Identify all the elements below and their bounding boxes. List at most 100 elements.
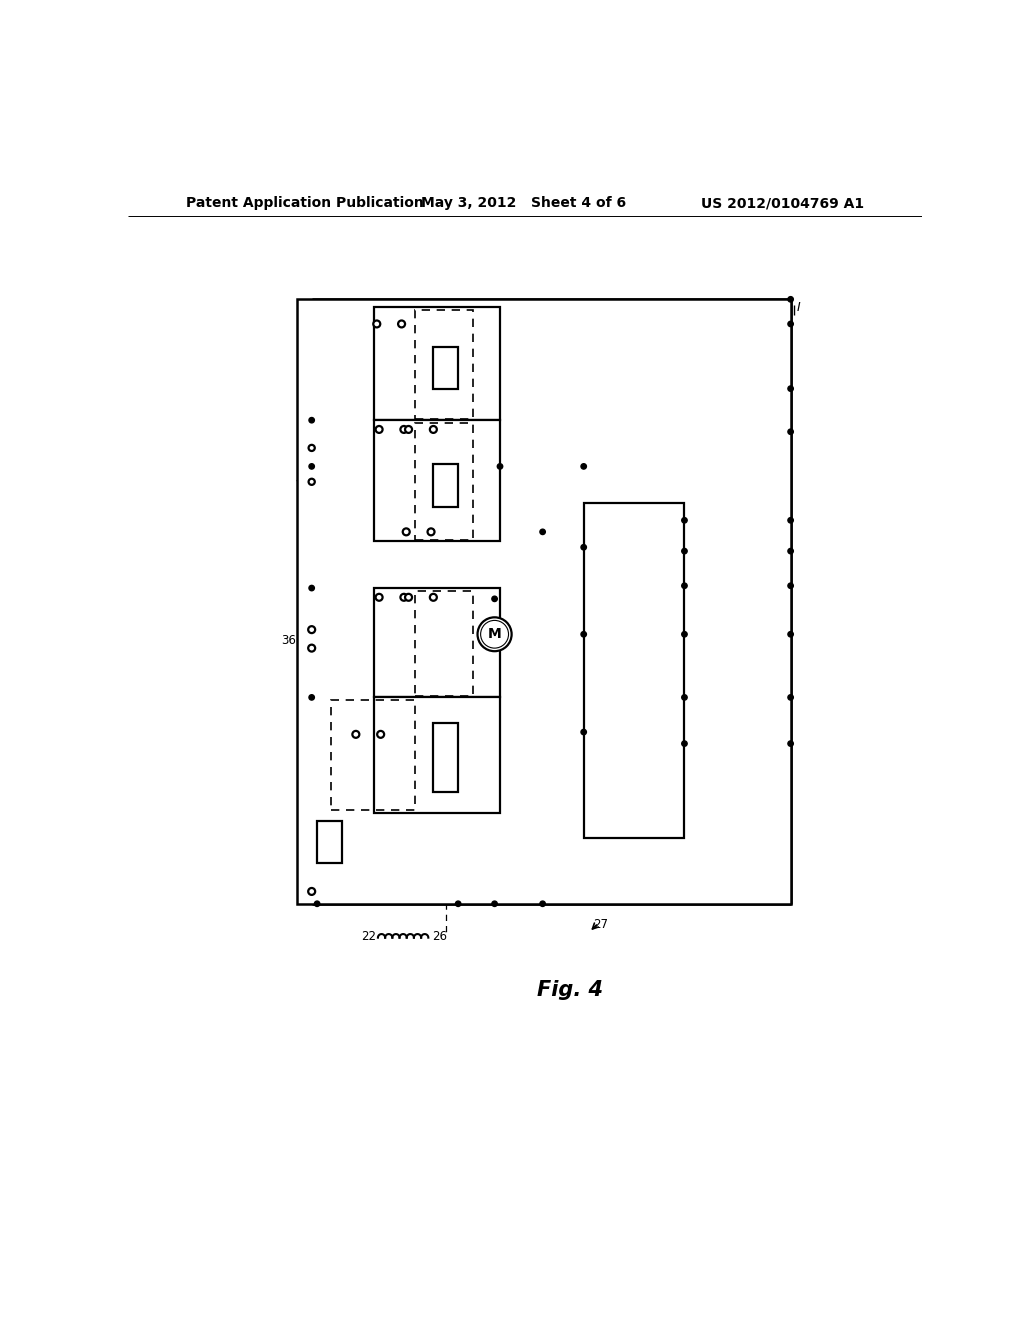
Circle shape — [787, 694, 794, 700]
Circle shape — [581, 730, 587, 735]
Text: M: M — [487, 627, 502, 642]
Circle shape — [406, 594, 412, 601]
Text: a: a — [692, 737, 699, 750]
Circle shape — [787, 429, 794, 434]
Text: US 2012/0104769 A1: US 2012/0104769 A1 — [701, 197, 864, 210]
Bar — [374, 697, 500, 813]
Circle shape — [352, 731, 359, 738]
Text: 72: 72 — [500, 312, 515, 325]
Text: 68: 68 — [415, 603, 430, 616]
Bar — [374, 308, 500, 420]
Text: e: e — [692, 545, 699, 557]
Text: 50q: 50q — [418, 422, 439, 433]
Text: 60: 60 — [458, 475, 472, 488]
Text: 50: 50 — [297, 894, 311, 907]
Bar — [415, 424, 473, 540]
Text: 64: 64 — [360, 574, 376, 587]
Circle shape — [430, 594, 437, 601]
Circle shape — [308, 479, 314, 484]
Text: 50q: 50q — [389, 417, 409, 426]
Circle shape — [581, 463, 587, 469]
Circle shape — [376, 426, 383, 433]
Text: May 3, 2012   Sheet 4 of 6: May 3, 2012 Sheet 4 of 6 — [421, 197, 626, 210]
Bar — [415, 591, 473, 696]
Text: b: b — [692, 690, 699, 704]
Circle shape — [787, 385, 794, 391]
Circle shape — [309, 585, 314, 591]
Circle shape — [498, 463, 503, 469]
Circle shape — [377, 731, 384, 738]
Circle shape — [308, 888, 315, 895]
Text: 58: 58 — [458, 459, 472, 473]
Circle shape — [540, 529, 546, 535]
Circle shape — [402, 528, 410, 536]
Circle shape — [787, 741, 794, 746]
Circle shape — [480, 620, 509, 648]
Circle shape — [308, 626, 315, 634]
Circle shape — [787, 548, 794, 554]
Circle shape — [309, 463, 314, 469]
Text: f: f — [692, 513, 696, 527]
Text: 64: 64 — [389, 585, 402, 594]
Circle shape — [682, 517, 687, 523]
Text: I: I — [299, 441, 303, 454]
Circle shape — [492, 597, 498, 602]
Text: 76: 76 — [458, 356, 472, 370]
Text: 26: 26 — [432, 929, 447, 942]
Text: Fig. 4: Fig. 4 — [537, 979, 603, 1001]
Text: 37: 37 — [663, 510, 678, 523]
Circle shape — [682, 741, 687, 746]
Circle shape — [787, 297, 794, 302]
Text: 27: 27 — [593, 917, 608, 931]
Circle shape — [428, 528, 434, 536]
Circle shape — [308, 644, 315, 652]
Circle shape — [308, 445, 314, 451]
Bar — [374, 589, 500, 697]
Circle shape — [309, 694, 314, 700]
Bar — [317, 821, 342, 863]
Circle shape — [376, 594, 383, 601]
Circle shape — [540, 902, 546, 907]
Circle shape — [581, 545, 587, 550]
Circle shape — [406, 426, 412, 433]
Text: 22: 22 — [361, 929, 376, 942]
Text: 36: 36 — [281, 634, 296, 647]
Circle shape — [400, 594, 408, 601]
Text: 46: 46 — [464, 663, 479, 676]
Text: +: + — [295, 474, 307, 490]
Bar — [584, 503, 684, 838]
Text: 30: 30 — [319, 467, 335, 480]
Bar — [433, 465, 458, 507]
Circle shape — [309, 417, 314, 422]
Text: 66: 66 — [434, 603, 450, 616]
Text: 50r: 50r — [418, 310, 436, 319]
Text: 74: 74 — [500, 425, 515, 438]
Text: 31: 31 — [319, 433, 335, 446]
Text: 12: 12 — [514, 684, 529, 696]
Text: a: a — [652, 816, 659, 829]
Text: I: I — [797, 301, 801, 314]
Text: c: c — [692, 628, 698, 640]
Bar — [415, 310, 473, 418]
Circle shape — [682, 694, 687, 700]
Bar — [433, 347, 458, 389]
Bar — [374, 420, 500, 541]
Circle shape — [787, 517, 794, 523]
Circle shape — [374, 321, 380, 327]
Circle shape — [456, 902, 461, 907]
Circle shape — [398, 321, 406, 327]
Circle shape — [682, 583, 687, 589]
Bar — [297, 300, 791, 904]
Circle shape — [492, 902, 498, 907]
Bar — [433, 723, 458, 792]
Circle shape — [682, 548, 687, 554]
Circle shape — [477, 618, 512, 651]
Text: 54: 54 — [458, 733, 472, 746]
Circle shape — [787, 321, 794, 326]
Circle shape — [314, 902, 319, 907]
Text: 62: 62 — [432, 519, 447, 532]
Circle shape — [787, 631, 794, 638]
Text: 52: 52 — [458, 760, 472, 774]
Text: d: d — [692, 579, 699, 593]
Text: Patent Application Publication: Patent Application Publication — [186, 197, 424, 210]
